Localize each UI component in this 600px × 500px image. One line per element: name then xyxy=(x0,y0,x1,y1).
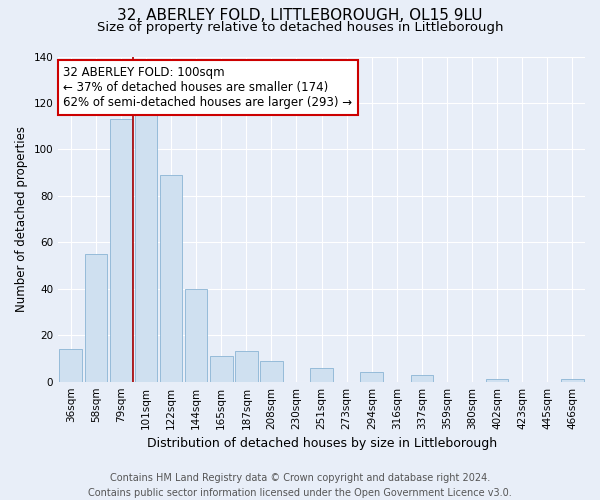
Bar xyxy=(410,374,433,382)
Bar xyxy=(110,119,132,382)
Text: Contains HM Land Registry data © Crown copyright and database right 2024.
Contai: Contains HM Land Registry data © Crown c… xyxy=(88,472,512,498)
Bar xyxy=(85,254,107,382)
Bar xyxy=(210,356,233,382)
Bar xyxy=(260,361,283,382)
Bar xyxy=(561,380,584,382)
Bar xyxy=(59,349,82,382)
Text: Size of property relative to detached houses in Littleborough: Size of property relative to detached ho… xyxy=(97,21,503,34)
Bar xyxy=(134,114,157,382)
Bar xyxy=(160,175,182,382)
Bar xyxy=(185,289,208,382)
Text: 32, ABERLEY FOLD, LITTLEBOROUGH, OL15 9LU: 32, ABERLEY FOLD, LITTLEBOROUGH, OL15 9L… xyxy=(117,8,483,22)
X-axis label: Distribution of detached houses by size in Littleborough: Distribution of detached houses by size … xyxy=(146,437,497,450)
Bar xyxy=(235,352,257,382)
Bar xyxy=(361,372,383,382)
Bar xyxy=(486,380,508,382)
Y-axis label: Number of detached properties: Number of detached properties xyxy=(15,126,28,312)
Text: 32 ABERLEY FOLD: 100sqm
← 37% of detached houses are smaller (174)
62% of semi-d: 32 ABERLEY FOLD: 100sqm ← 37% of detache… xyxy=(64,66,353,110)
Bar xyxy=(310,368,333,382)
